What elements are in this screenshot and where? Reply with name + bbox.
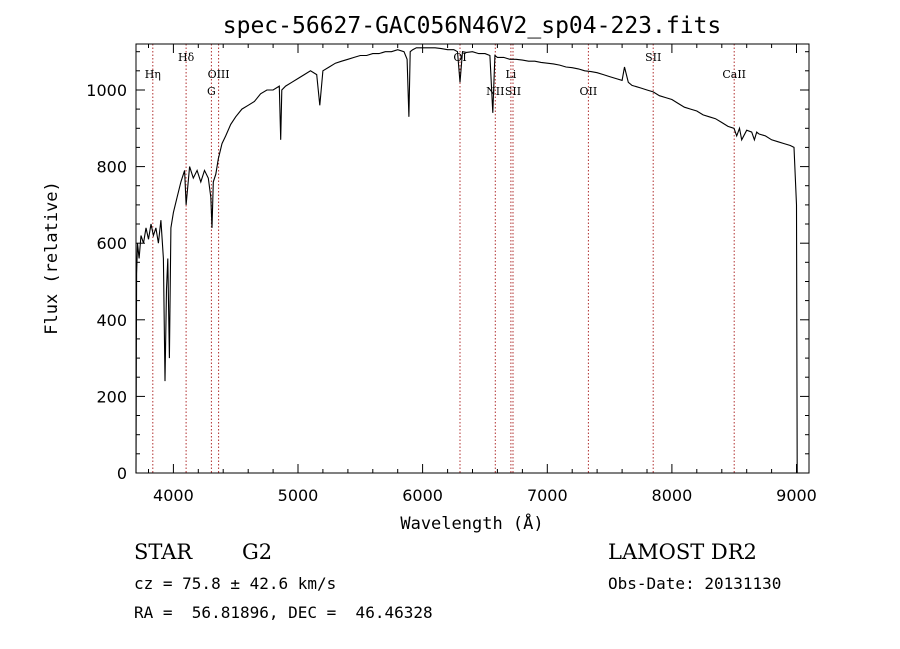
- x-tick-label: 9000: [776, 486, 817, 505]
- chart-title: spec-56627-GAC056N46V2_sp04-223.fits: [223, 13, 722, 39]
- marker-label: OIII: [208, 68, 230, 81]
- observation-date: Obs-Date: 20131130: [608, 574, 782, 593]
- marker-label: OII: [580, 85, 598, 98]
- x-tick-label: 8000: [652, 486, 693, 505]
- y-axis-label: Flux (relative): [42, 181, 62, 335]
- y-tick-label: 0: [117, 464, 127, 483]
- x-axis-label: Wavelength (Å): [400, 512, 543, 534]
- redshift-velocity: cz = 75.8 ± 42.6 km/s: [134, 574, 337, 593]
- coordinates: RA = 56.81896, DEC = 46.46328: [134, 603, 433, 622]
- y-tick-label: 200: [96, 387, 127, 406]
- x-tick-label: 4000: [153, 486, 194, 505]
- spectrum-line: [135, 47, 798, 474]
- y-tick-label: 600: [96, 234, 127, 253]
- x-axis-ticks: 4000 5000 6000 7000 8000 9000: [148, 44, 817, 505]
- plot-frame: [135, 43, 810, 474]
- marker-label: CaII: [722, 68, 746, 81]
- marker-label: SII: [505, 85, 521, 98]
- y-tick-label: 400: [96, 311, 127, 330]
- marker-lines: [152, 44, 735, 473]
- marker-label: Hδ: [178, 51, 195, 64]
- marker-label: Li: [505, 68, 516, 81]
- marker-label: Hη: [145, 68, 161, 81]
- marker-label: SII: [645, 51, 661, 64]
- marker-label: G: [207, 85, 216, 98]
- marker-label: OI: [453, 51, 466, 64]
- x-tick-label: 6000: [402, 486, 443, 505]
- x-tick-label: 5000: [278, 486, 319, 505]
- x-tick-label: 7000: [527, 486, 568, 505]
- y-tick-label: 800: [96, 158, 127, 177]
- object-class: STAR: [134, 540, 193, 564]
- survey-name: LAMOST DR2: [608, 540, 757, 564]
- object-subclass: G2: [242, 540, 273, 564]
- marker-label: NII: [486, 85, 504, 98]
- y-tick-label: 1000: [86, 81, 127, 100]
- y-axis-ticks: 0 200 400 600 800 1000: [86, 51, 809, 483]
